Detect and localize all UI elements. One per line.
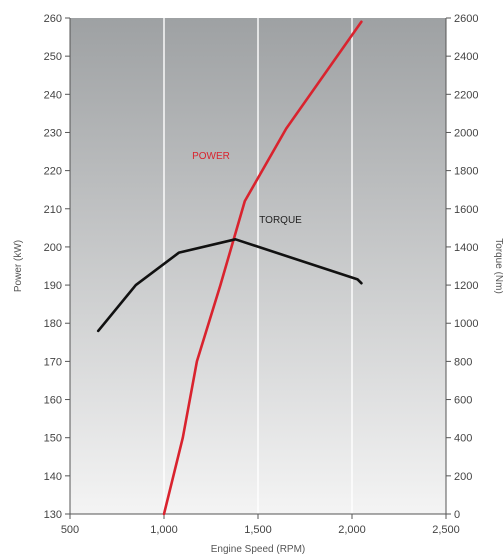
right-y-tick-label: 1600	[454, 204, 478, 216]
left-y-tick-label: 260	[44, 13, 62, 25]
left-y-tick-label: 190	[44, 280, 62, 292]
torque-line	[96, 238, 363, 333]
right-y-tick-label: 1000	[454, 318, 478, 330]
left-y-tick-label: 200	[44, 242, 62, 254]
grid-lines	[163, 18, 353, 514]
left-y-axis-ticks: 130 140 150 160 170 180 190 200 210 220 230 240 250 2…	[44, 13, 70, 521]
torque-series-label: TORQUE	[259, 215, 302, 226]
left-y-tick-label: 220	[44, 166, 62, 178]
left-y-tick-label: 140	[44, 471, 62, 483]
power-line	[162, 20, 363, 516]
left-y-tick-label: 180	[44, 318, 62, 330]
left-y-tick-label: 160	[44, 395, 62, 407]
right-y-tick-label: 2600	[454, 13, 478, 25]
left-y-tick-label: 170	[44, 356, 62, 368]
right-y-tick-label: 800	[454, 356, 472, 368]
right-y-tick-label: 2400	[454, 51, 478, 63]
right-y-axis-title: Torque (Nm)	[493, 238, 503, 294]
right-y-tick-label: 200	[454, 471, 472, 483]
left-y-axis-title: Power (kW)	[13, 240, 24, 292]
x-axis-title: Engine Speed (RPM)	[211, 544, 306, 555]
x-tick-label: 2,000	[338, 524, 366, 536]
right-y-tick-label: 1400	[454, 242, 478, 254]
series-labels: POWER TORQUE	[192, 151, 302, 226]
x-tick-label: 1,500	[244, 524, 272, 536]
x-tick-label: 1,000	[150, 524, 178, 536]
right-y-tick-label: 400	[454, 433, 472, 445]
left-y-tick-label: 210	[44, 204, 62, 216]
right-y-tick-label: 1800	[454, 166, 478, 178]
x-tick-label: 2,500	[432, 524, 460, 536]
x-axis-ticks: 500 1,000 1,500 2,000 2,500	[61, 514, 460, 536]
right-y-tick-label: 600	[454, 395, 472, 407]
x-tick-label: 500	[61, 524, 79, 536]
right-y-tick-label: 1200	[454, 280, 478, 292]
power-series-label: POWER	[192, 151, 230, 162]
left-y-tick-label: 240	[44, 89, 62, 101]
right-y-tick-label: 2000	[454, 127, 478, 139]
left-y-tick-label: 230	[44, 127, 62, 139]
left-y-tick-label: 130	[44, 509, 62, 521]
left-y-tick-label: 250	[44, 51, 62, 63]
data-series	[96, 20, 363, 516]
right-y-tick-label: 2200	[454, 89, 478, 101]
left-y-tick-label: 150	[44, 433, 62, 445]
right-y-axis-ticks: 0 200 400 600 800 1000 1200 1400 1600 1800 2000 220…	[446, 13, 478, 521]
right-y-tick-label: 0	[454, 509, 460, 521]
